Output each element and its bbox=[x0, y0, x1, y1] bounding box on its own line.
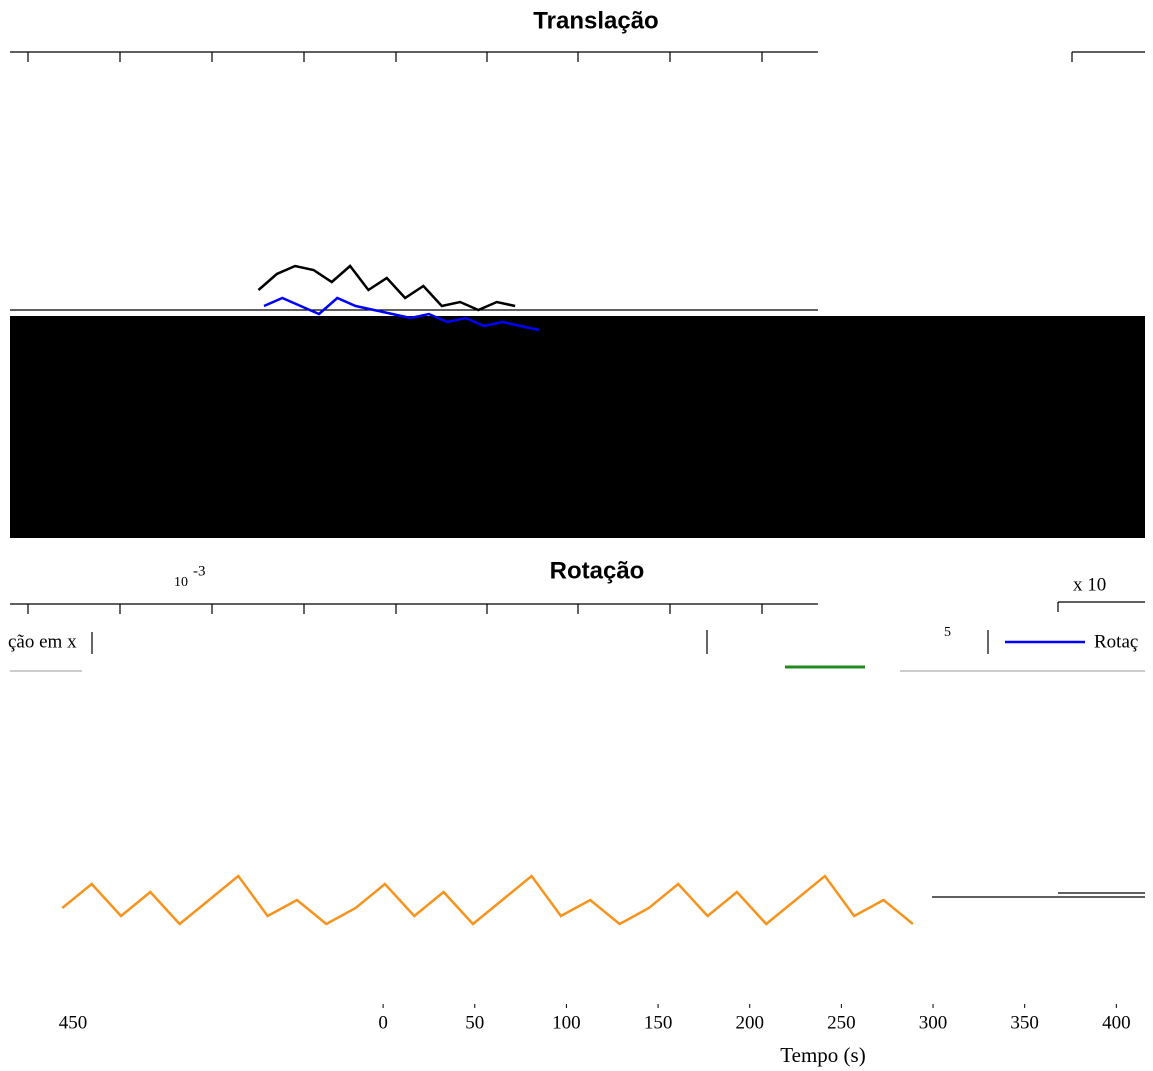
exponent-base: 10 bbox=[174, 575, 188, 590]
data-line bbox=[61, 874, 914, 926]
top-axis bbox=[10, 51, 1145, 898]
y-label-fragment: ção em x bbox=[8, 631, 77, 652]
x-tick-label: 50 bbox=[465, 1012, 484, 1033]
x-tick-label: 250 bbox=[827, 1012, 856, 1033]
scale-label: x 10 bbox=[1073, 574, 1106, 595]
chart-title: Rotação bbox=[550, 557, 645, 584]
stray-label: 450 bbox=[59, 1012, 88, 1033]
x-tick-label: 200 bbox=[735, 1012, 764, 1033]
scale-digit: 5 bbox=[944, 625, 951, 640]
data-line bbox=[263, 296, 540, 332]
x-tick-label: 400 bbox=[1102, 1012, 1131, 1033]
x-tick-label: 100 bbox=[552, 1012, 581, 1033]
x-tick-label: 150 bbox=[644, 1012, 673, 1033]
chart-title: Translação bbox=[533, 7, 658, 34]
x-tick-label: 300 bbox=[919, 1012, 948, 1033]
data-line bbox=[257, 264, 516, 312]
x-axis-label: Tempo (s) bbox=[780, 1043, 865, 1067]
x-tick-label: 350 bbox=[1010, 1012, 1039, 1033]
legend-label: Rotaç bbox=[1094, 631, 1138, 652]
x-tick-label: 0 bbox=[378, 1012, 388, 1033]
exponent: -3 bbox=[193, 563, 206, 579]
black-band bbox=[10, 316, 1145, 538]
